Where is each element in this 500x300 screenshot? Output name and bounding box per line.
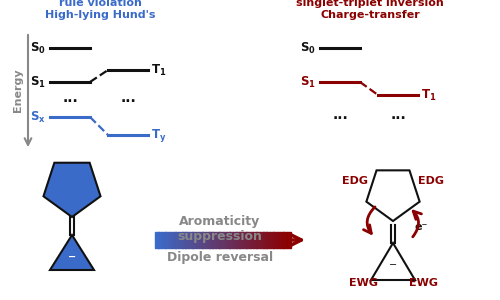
Text: $\mathbf{T_1}$: $\mathbf{T_1}$	[151, 62, 166, 77]
Bar	[192, 232, 196, 248]
Bar	[256, 232, 260, 248]
Text: ...: ...	[390, 108, 406, 122]
Bar	[273, 232, 277, 248]
Polygon shape	[50, 235, 94, 270]
Bar	[216, 232, 220, 248]
Bar	[226, 232, 230, 248]
Bar	[202, 232, 206, 248]
Text: −: −	[389, 260, 397, 270]
Bar	[236, 232, 240, 248]
Bar	[165, 232, 169, 248]
Bar	[189, 232, 192, 248]
Bar	[232, 232, 236, 248]
Text: Charge-transfer: Charge-transfer	[320, 10, 420, 20]
Polygon shape	[44, 163, 100, 217]
Text: rule violation: rule violation	[58, 0, 142, 8]
Bar	[212, 232, 216, 248]
Bar	[196, 232, 200, 248]
Text: EWG: EWG	[348, 278, 378, 288]
Bar	[199, 232, 203, 248]
Text: Aromaticity
suppression: Aromaticity suppression	[178, 215, 262, 243]
Text: ...: ...	[120, 91, 136, 105]
Text: ...: ...	[62, 91, 78, 105]
Bar	[283, 232, 287, 248]
Polygon shape	[366, 170, 420, 221]
Text: EWG: EWG	[408, 278, 438, 288]
Bar	[280, 232, 284, 248]
Bar	[260, 232, 264, 248]
Bar	[266, 232, 270, 248]
Bar	[182, 232, 186, 248]
Bar	[270, 232, 274, 248]
Bar	[155, 232, 159, 248]
Text: e⁻: e⁻	[414, 222, 428, 232]
Bar	[206, 232, 210, 248]
Text: EDG: EDG	[342, 176, 368, 186]
Bar	[172, 232, 176, 248]
Bar	[243, 232, 246, 248]
Text: EDG: EDG	[418, 176, 444, 186]
Bar	[176, 232, 179, 248]
Text: $\mathbf{T_1}$: $\mathbf{T_1}$	[421, 87, 436, 103]
Text: $\mathbf{T_y}$: $\mathbf{T_y}$	[151, 127, 166, 143]
Text: singlet-triplet inversion: singlet-triplet inversion	[296, 0, 444, 8]
Bar	[168, 232, 172, 248]
Polygon shape	[371, 243, 415, 280]
Bar	[229, 232, 233, 248]
Text: $\mathbf{S_1}$: $\mathbf{S_1}$	[30, 74, 46, 89]
Bar	[263, 232, 267, 248]
Text: ...: ...	[332, 108, 348, 122]
Bar	[286, 232, 290, 248]
Bar	[178, 232, 182, 248]
Bar	[250, 232, 254, 248]
Text: $\mathbf{S_0}$: $\mathbf{S_0}$	[30, 40, 46, 56]
Text: −: −	[68, 252, 76, 262]
Text: High-lying Hund's: High-lying Hund's	[45, 10, 155, 20]
Text: Dipole reversal: Dipole reversal	[167, 250, 273, 263]
Bar	[158, 232, 162, 248]
Bar	[162, 232, 166, 248]
Text: $\mathbf{S_1}$: $\mathbf{S_1}$	[300, 74, 316, 89]
Bar	[276, 232, 280, 248]
Bar	[240, 232, 243, 248]
Bar	[186, 232, 189, 248]
Text: $\mathbf{S_0}$: $\mathbf{S_0}$	[300, 40, 316, 56]
Text: Energy: Energy	[13, 68, 23, 112]
Bar	[253, 232, 257, 248]
Text: $\mathbf{S_x}$: $\mathbf{S_x}$	[30, 110, 46, 124]
Bar	[222, 232, 226, 248]
Bar	[209, 232, 213, 248]
Bar	[219, 232, 223, 248]
Bar	[246, 232, 250, 248]
